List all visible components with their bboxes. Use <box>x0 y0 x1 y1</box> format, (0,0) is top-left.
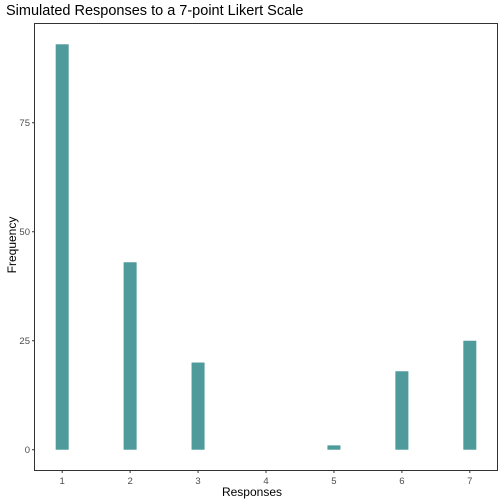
x-tick-label: 5 <box>331 476 336 487</box>
x-tick-label: 3 <box>195 476 200 487</box>
bar-1 <box>55 44 69 450</box>
bar-3 <box>191 362 205 450</box>
x-tick-label: 1 <box>60 476 65 487</box>
y-axis: 0 25 50 75 <box>19 118 35 456</box>
chart-title: Simulated Responses to a 7-point Likert … <box>6 3 304 19</box>
x-tick-label: 2 <box>127 476 132 487</box>
y-tick-label: 25 <box>19 336 30 347</box>
y-tick-label: 50 <box>19 227 30 238</box>
plot-panel-border <box>34 23 498 471</box>
bar-6 <box>395 371 409 450</box>
x-tick-label: 4 <box>263 476 268 487</box>
bar-7 <box>463 340 477 450</box>
bar-2 <box>123 262 137 450</box>
x-axis-label: Responses <box>221 485 283 499</box>
y-tick-label: 75 <box>19 118 30 129</box>
y-axis-label: Frequency <box>5 216 19 274</box>
x-tick-label: 6 <box>399 476 404 487</box>
bars <box>55 44 477 450</box>
bar-5 <box>327 445 341 450</box>
x-tick-label: 7 <box>467 476 472 487</box>
y-tick-label: 0 <box>25 445 30 456</box>
